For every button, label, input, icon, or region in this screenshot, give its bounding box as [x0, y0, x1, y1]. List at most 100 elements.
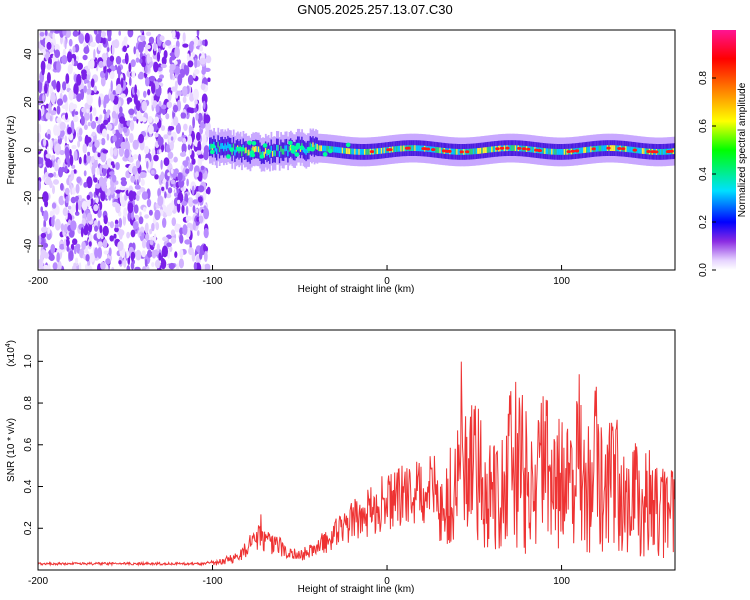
heatmap-noise-cell [85, 253, 90, 262]
heatmap-band-core [493, 146, 496, 152]
heatmap-noise-cell [140, 55, 147, 68]
heatmap-y-tick-label: -20 [23, 190, 34, 205]
heatmap-band-core [532, 146, 535, 153]
heatmap-noise-cell [191, 158, 196, 165]
heatmap-band-core [439, 147, 442, 154]
heatmap-band-core [530, 146, 532, 153]
heatmap-noise-cell [198, 185, 205, 193]
heatmap-band-core [320, 145, 323, 152]
heatmap-noise-cell [59, 243, 65, 250]
heatmap-band-core [479, 147, 482, 154]
heatmap-noise-cell [182, 43, 189, 48]
heatmap-noise-cell [146, 53, 151, 64]
heatmap-noise-cell [146, 160, 149, 169]
heatmap-band-core [545, 148, 548, 155]
heatmap-noise-cell [160, 257, 165, 264]
heatmap-noise-cell [187, 144, 191, 151]
heatmap-noise-cell [127, 202, 134, 214]
heatmap-band-core [241, 150, 243, 157]
colorbar-tick-label: 0.6 [698, 119, 709, 133]
heatmap-x-tick-label: -200 [28, 276, 48, 287]
heatmap-peak-cell [262, 143, 268, 148]
heatmap-noise-cell [83, 42, 87, 48]
heatmap-noise-cell [168, 262, 175, 270]
heatmap-noise-cell [44, 30, 48, 36]
heatmap-noise-cell [160, 159, 163, 170]
heatmap-peak-cell [505, 146, 510, 150]
heatmap-noise-cell [149, 228, 153, 235]
heatmap-band-core [468, 148, 471, 155]
heatmap-noise-cell [92, 107, 97, 117]
heatmap-noise-cell [100, 31, 107, 38]
heatmap-band-core [245, 147, 248, 154]
heatmap-noise-cell [119, 116, 126, 124]
snr-x-tick-label: -100 [203, 576, 223, 587]
heatmap-peak-cell [210, 143, 216, 149]
heatmap-noise-cell [50, 110, 57, 116]
heatmap-noise-cell [177, 136, 184, 142]
heatmap-noise-cell [170, 237, 177, 244]
heatmap-peak-cell [306, 146, 312, 152]
heatmap-noise-cell [142, 172, 147, 178]
colorbar-tick-label: 0.0 [698, 263, 709, 277]
heatmap-noise-cell [46, 63, 52, 70]
heatmap-noise-cell [80, 115, 85, 126]
heatmap-noise-cell [107, 47, 110, 52]
heatmap-noise-cell [174, 60, 178, 65]
heatmap-cells [38, 30, 675, 270]
heatmap-noise-cell [120, 77, 124, 89]
heatmap-noise-cell [65, 112, 68, 120]
heatmap-noise-cell [142, 206, 147, 212]
heatmap-band-core [380, 147, 383, 154]
heatmap-noise-cell [124, 52, 129, 65]
heatmap-noise-cell [151, 262, 155, 267]
heatmap-noise-cell [62, 207, 68, 217]
heatmap-noise-cell [62, 30, 67, 36]
heatmap-noise-cell [180, 112, 187, 119]
heatmap-noise-cell [83, 223, 89, 236]
heatmap-noise-cell [154, 209, 161, 221]
heatmap-peak-cell [650, 150, 655, 154]
heatmap-noise-cell [78, 127, 83, 136]
heatmap-noise-cell [72, 103, 78, 110]
heatmap-band-core [471, 148, 474, 155]
heatmap-noise-cell [186, 222, 192, 229]
heatmap-band-core [345, 148, 348, 154]
heatmap-noise-cell [45, 176, 52, 186]
heatmap-band-core [586, 146, 588, 153]
heatmap-band-core [256, 146, 259, 153]
heatmap-band-core [224, 143, 227, 150]
snr-y-tick-label: 0.8 [23, 396, 34, 410]
heatmap-noise-cell [95, 197, 99, 204]
heatmap-noise-cell [181, 204, 185, 214]
heatmap-noise-cell [117, 241, 124, 251]
heatmap-noise-cell [149, 75, 156, 82]
heatmap-noise-cell [170, 86, 178, 92]
snr-line-plot: -200 -100 0 100 0.2 0.4 0.6 0.8 1.0 Height of s… [5, 329, 676, 595]
heatmap-noise-cell [139, 58, 143, 64]
heatmap-noise-cell [161, 186, 165, 191]
heatmap-band-core [563, 149, 566, 155]
heatmap-peak-cell [646, 150, 651, 153]
heatmap-band-core [531, 146, 534, 153]
heatmap-noise-cell [66, 236, 70, 247]
heatmap-noise-cell [52, 185, 55, 195]
heatmap-noise-cell [72, 238, 78, 245]
heatmap-peak-cell [288, 140, 293, 146]
heatmap-band-core [556, 149, 559, 155]
heatmap-noise-cell [183, 185, 187, 192]
heatmap-noise-cell [112, 90, 116, 95]
heatmap-band-core [489, 146, 492, 153]
heatmap-noise-cell [135, 49, 139, 58]
heatmap-y-tick-label: 0 [23, 147, 34, 153]
heatmap-noise-cell [94, 139, 100, 148]
heatmap-peak-cell [669, 149, 674, 153]
heatmap-noise-cell [193, 88, 199, 101]
heatmap-noise-cell [134, 266, 141, 270]
heatmap-noise-cell [147, 124, 154, 135]
heatmap-noise-cell [187, 74, 194, 86]
heatmap-noise-cell [73, 169, 77, 174]
heatmap-peak-cell [465, 150, 470, 154]
heatmap-noise-cell [182, 137, 187, 144]
heatmap-noise-cell [196, 131, 201, 141]
